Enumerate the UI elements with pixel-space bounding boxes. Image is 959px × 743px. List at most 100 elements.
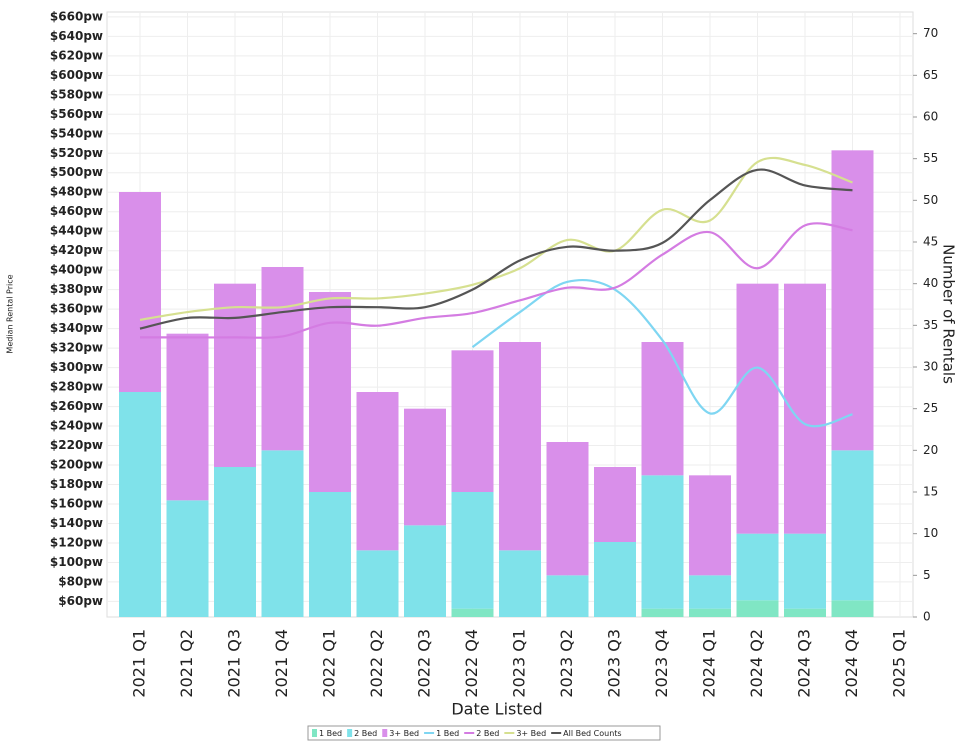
bar [831, 150, 874, 451]
legend-label: 2 Bed [476, 729, 499, 738]
bar [831, 600, 874, 617]
bar [736, 283, 779, 534]
bar [119, 192, 161, 392]
bar [784, 608, 826, 617]
y-tick-label: $620pw [50, 48, 103, 62]
y-tick-label: $580pw [50, 87, 103, 101]
y2-tick-label: 20 [923, 443, 938, 457]
x-tick-label: 2024 Q4 [842, 629, 861, 698]
legend-swatch [312, 729, 317, 737]
y-tick-label: $60pw [58, 594, 103, 608]
x-tick-label: 2021 Q4 [272, 629, 291, 698]
y2-tick-label: 25 [923, 401, 938, 415]
y-tick-label: $400pw [50, 263, 103, 277]
x-tick-label: 2022 Q4 [462, 629, 481, 698]
y2-tick-label: 60 [923, 110, 938, 124]
x-tick-label: 2021 Q1 [130, 629, 149, 698]
line [139, 222, 853, 339]
y-tick-label: $660pw [50, 9, 103, 23]
y2-tick-label: 35 [923, 318, 938, 332]
y-tick-label: $160pw [50, 496, 103, 510]
y-tick-label: $180pw [50, 477, 103, 491]
bar [119, 392, 161, 617]
y2-tick-label: 30 [923, 360, 938, 374]
x-tick-label: 2021 Q3 [225, 629, 244, 698]
line [139, 168, 853, 330]
y-tick-label: $520pw [50, 146, 103, 160]
y2-tick-label: 50 [923, 193, 938, 207]
bar [261, 267, 304, 451]
bar [166, 333, 209, 501]
legend-swatch [382, 729, 388, 737]
bar [641, 342, 684, 476]
y-tick-label: $300pw [50, 360, 103, 374]
x-axis-label: Date Listed [451, 700, 542, 719]
line [471, 279, 853, 428]
line [139, 156, 853, 321]
y-tick-label: $280pw [50, 380, 103, 394]
y-tick-label: $140pw [50, 516, 103, 530]
bar [309, 492, 351, 617]
y2-tick-label: 5 [923, 568, 931, 582]
y-tick-label: $100pw [50, 555, 103, 569]
y-tick-label: $80pw [58, 574, 103, 588]
bar [546, 442, 589, 576]
x-tick-label: 2022 Q1 [320, 629, 339, 698]
y-tick-label: $240pw [50, 419, 103, 433]
y-tick-label: $480pw [50, 185, 103, 199]
y-tick-label: $500pw [50, 165, 103, 179]
bar [261, 450, 304, 617]
bar [689, 475, 731, 576]
bar [404, 525, 446, 617]
y-tick-label: $320pw [50, 341, 103, 355]
x-tick-label: 2021 Q2 [177, 629, 196, 698]
x-tick-label: 2022 Q3 [415, 629, 434, 698]
bar [499, 550, 541, 617]
bar [594, 542, 636, 617]
x-tick-label: 2024 Q1 [700, 629, 719, 698]
y-tick-label: $380pw [50, 282, 103, 296]
bar [831, 450, 874, 601]
y-tick-label: $440pw [50, 224, 103, 238]
bar [166, 500, 209, 617]
y2-axis-label: Number of Rentals [940, 244, 958, 384]
bar [546, 575, 589, 617]
legend-label: 1 Bed [319, 729, 342, 738]
bar [736, 533, 779, 601]
legend-label: 2 Bed [354, 729, 377, 738]
y-tick-label: $460pw [50, 204, 103, 218]
x-tick-label: 2024 Q3 [795, 629, 814, 698]
bar [214, 467, 256, 617]
y-tick-label: $420pw [50, 243, 103, 257]
bar [356, 550, 399, 617]
y-tick-label: $540pw [50, 126, 103, 140]
legend-label: 1 Bed [436, 729, 459, 738]
y2-tick-label: 10 [923, 526, 938, 540]
bar [641, 608, 684, 617]
y2-tick-label: 70 [923, 26, 938, 40]
y2-tick-label: 0 [923, 610, 931, 624]
y2-tick-label: 55 [923, 151, 938, 165]
y2-tick-label: 65 [923, 68, 938, 82]
y-tick-label: $560pw [50, 107, 103, 121]
bar [214, 283, 256, 467]
y2-tick-label: 15 [923, 485, 938, 499]
bar [641, 475, 684, 609]
y-tick-label: $260pw [50, 399, 103, 413]
x-tick-label: 2025 Q1 [890, 629, 909, 698]
y-tick-label: $200pw [50, 458, 103, 472]
bar [594, 467, 636, 542]
legend-label: All Bed Counts [563, 729, 621, 738]
x-tick-label: 2023 Q4 [652, 629, 671, 698]
bar [736, 600, 779, 617]
bar [451, 492, 494, 609]
x-tick-label: 2022 Q2 [367, 629, 386, 698]
legend-box [307, 725, 661, 741]
y-tick-label: $360pw [50, 302, 103, 316]
bar [451, 350, 494, 492]
y2-tick-label: 45 [923, 235, 938, 249]
bar [784, 533, 826, 609]
y-axis-label: Median Rental Price [6, 274, 15, 353]
bar [451, 608, 494, 617]
